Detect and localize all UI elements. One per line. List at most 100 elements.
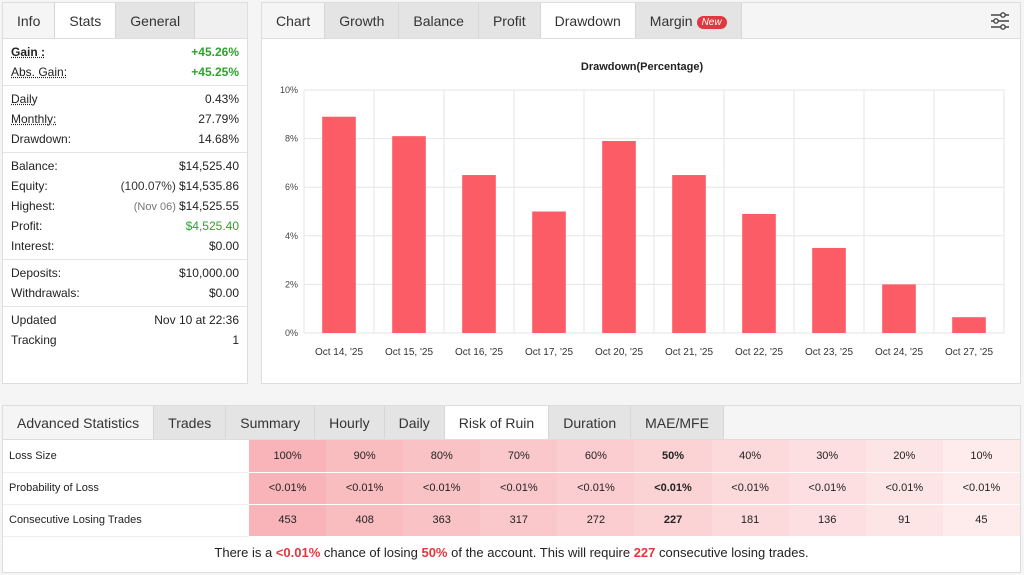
tab-drawdown[interactable]: Drawdown [540,3,636,38]
abs-gain-label[interactable]: Abs. Gain: [11,65,68,79]
tracking-label: Tracking [11,333,57,347]
tab-trades[interactable]: Trades [154,406,227,439]
withdrawals-row: Withdrawals: $0.00 [3,283,247,303]
tab-margin-label: Margin [649,13,693,29]
settings-sliders-icon[interactable] [990,11,1010,31]
interest-value: $0.00 [208,239,239,253]
x-tick-label: Oct 23, '25 [805,347,853,358]
profit-row: Profit: $4,525.40 [3,216,247,236]
drawdown-bar[interactable] [882,284,916,333]
drawdown-bar[interactable] [462,175,496,333]
monthly-label[interactable]: Monthly: [11,112,57,126]
tab-stats[interactable]: Stats [55,3,117,38]
table-cell: 408 [326,504,404,537]
highest-date: (Nov 06) [133,201,176,213]
highest-label: Highest: [11,199,56,213]
summary-text-4: consecutive losing trades. [655,544,809,560]
withdrawals-label: Withdrawals: [11,286,80,300]
updated-row: Updated Nov 10 at 22:36 [3,310,247,330]
tab-growth[interactable]: Growth [325,3,400,38]
tab-duration[interactable]: Duration [549,406,632,439]
summary-probability: <0.01% [275,544,321,560]
table-cell: <0.01% [480,472,558,505]
drawdown-bar[interactable] [532,211,566,334]
table-cell: <0.01% [403,472,481,505]
equity-label: Equity: [11,179,48,193]
monthly-row: Monthly: 27.79% [3,109,247,129]
tab-info[interactable]: Info [3,3,56,38]
deposits-row: Deposits: $10,000.00 [3,263,247,283]
summary-text-1: There is a [214,544,276,560]
abs-gain-value: +45.25% [191,65,239,79]
tab-hourly[interactable]: Hourly [315,406,385,439]
table-row: Probability of Loss <0.01% <0.01% <0.01% <0.… [3,472,1020,505]
updated-group: Updated Nov 10 at 22:36 Tracking 1 [3,307,247,353]
table-cell: 70% [480,440,558,473]
drawdown-bar[interactable] [392,136,426,333]
tab-daily[interactable]: Daily [384,406,445,439]
tab-balance[interactable]: Balance [399,3,479,38]
drawdown-label: Drawdown: [11,132,72,146]
gain-group: Gain : +45.26% Abs. Gain: +45.25% [3,39,247,86]
advanced-statistics-panel: Advanced Statistics Trades Summary Hourl… [2,405,1021,573]
row-label: Consecutive Losing Trades [3,504,249,537]
updated-label: Updated [11,313,57,327]
table-cell: 91 [865,504,943,537]
table-cell: <0.01% [711,472,789,505]
highest-value: $14,525.55 [178,199,239,213]
row-label: Probability of Loss [3,472,249,505]
x-tick-label: Oct 16, '25 [455,347,503,358]
tab-margin[interactable]: Margin New [635,3,742,38]
summary-text-3: of the account. This will require [447,544,634,560]
gain-label[interactable]: Gain : [11,45,46,59]
tracking-row: Tracking 1 [3,330,247,350]
stats-tabs: Info Stats General [3,3,247,39]
new-badge: New [696,15,727,29]
y-tick-label: 6% [285,182,298,192]
interest-label: Interest: [11,239,55,253]
table-cell: 40% [711,440,789,473]
drawdown-bar[interactable] [812,247,846,333]
table-cell: <0.01% [865,472,943,505]
drawdown-row: Drawdown: 14.68% [3,129,247,149]
tracking-value[interactable]: 1 [232,333,239,347]
tab-summary[interactable]: Summary [226,406,316,439]
tab-risk-of-ruin[interactable]: Risk of Ruin [444,406,550,439]
x-tick-label: Oct 20, '25 [595,347,643,358]
x-tick-label: Oct 21, '25 [665,347,713,358]
chart-labels: 0% 2% 4% 6% 8% 10% Oct 14, '25 Oct 15, '25 Oct 1… [280,85,993,358]
y-tick-label: 8% [285,134,298,144]
tab-mae-mfe[interactable]: MAE/MFE [631,406,724,439]
tab-general[interactable]: General [116,3,196,38]
equity-percent: (100.07%) [120,179,176,193]
stats-panel: Info Stats General Gain : +45.26% Abs. Ga… [2,2,248,384]
drawdown-bar[interactable] [602,141,636,333]
table-cell: 363 [403,504,481,537]
tab-advanced-statistics[interactable]: Advanced Statistics [3,406,155,439]
drawdown-value: 14.68% [198,132,239,146]
daily-label[interactable]: Daily [11,92,38,106]
drawdown-bar[interactable] [672,175,706,333]
balance-value: $14,525.40 [178,159,239,173]
row-label: Loss Size [3,440,249,473]
updated-value: Nov 10 at 22:36 [154,313,239,327]
table-row: Consecutive Losing Trades 453 408 363 317 272… [3,504,1020,537]
tab-profit[interactable]: Profit [478,3,541,38]
deposits-label: Deposits: [11,266,62,280]
deposits-value: $10,000.00 [178,266,239,280]
gain-value: +45.26% [191,45,239,59]
table-cell: 60% [557,440,635,473]
highest-row: Highest: (Nov 06) $14,525.55 [3,196,247,216]
summary-text-2: chance of losing [320,544,422,560]
tab-chart[interactable]: Chart [262,3,326,38]
drawdown-bar[interactable] [952,317,986,333]
drawdown-bar[interactable] [322,116,356,333]
balance-row: Balance: $14,525.40 [3,156,247,176]
rates-group: Daily 0.43% Monthly: 27.79% Drawdown: 14.68… [3,86,247,153]
x-tick-label: Oct 17, '25 [525,347,573,358]
drawdown-chart: Drawdown(Percentage) 0% 2% 4% 6% 8% 10% Oct 14… [280,61,1005,358]
drawdown-bar[interactable] [742,213,776,333]
table-cell: 50% [634,440,712,473]
balance-label: Balance: [11,159,58,173]
profit-value: $4,525.40 [185,219,239,233]
